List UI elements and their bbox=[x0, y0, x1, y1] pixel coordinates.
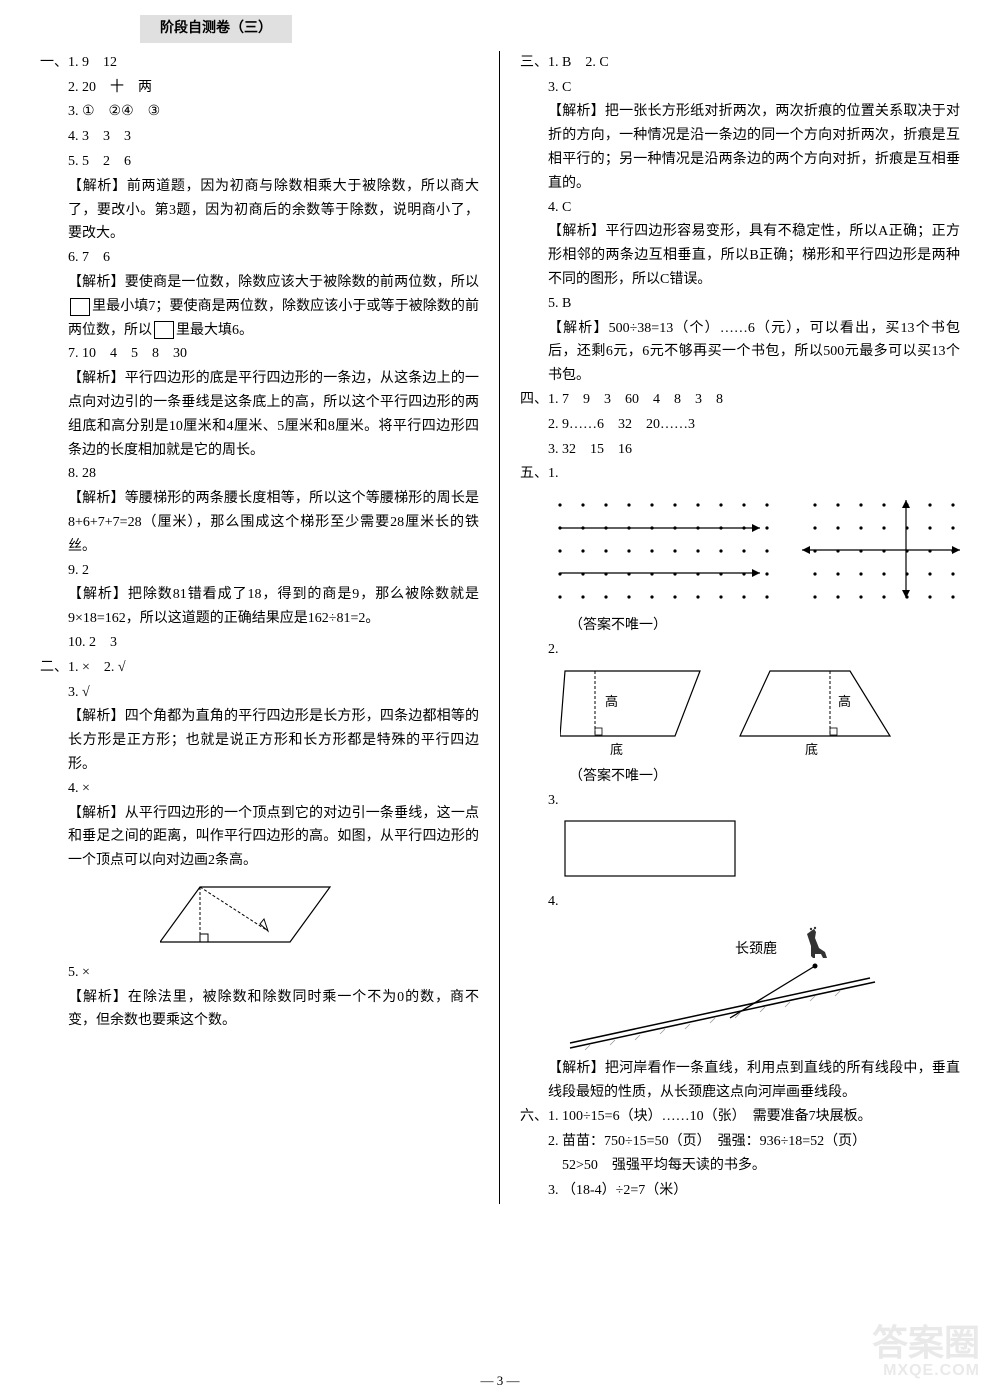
river-svg: 长颈鹿 bbox=[560, 918, 920, 1053]
section-1-q4: 4. 3 3 3 bbox=[40, 125, 479, 149]
text: 里最小填7；要使商是两位数，除数应该小于或等于被除数的前两位数，所以 bbox=[68, 299, 479, 338]
section-4-prefix: 四、 bbox=[520, 392, 548, 407]
section-4-q1: 四、1. 7 9 3 60 4 8 3 8 bbox=[520, 388, 960, 412]
section-1-q10: 10. 2 3 bbox=[40, 631, 479, 655]
text: 1. 7 9 3 60 4 8 3 8 bbox=[548, 392, 723, 407]
section-3-prefix: 三、 bbox=[520, 55, 548, 70]
section-3-a5: 【解析】500÷38=13（个）……6（元），可以看出，买13个书包后，还剩6元… bbox=[520, 317, 960, 388]
section-1-q6: 6. 7 6 bbox=[40, 246, 479, 270]
height-label: 高 bbox=[605, 694, 618, 709]
section-2-q5: 5. × bbox=[40, 961, 479, 985]
text: 1. B 2. C bbox=[548, 55, 609, 70]
section-2-prefix: 二、 bbox=[40, 660, 68, 675]
blank-box-icon bbox=[154, 321, 174, 339]
text: 1. bbox=[548, 466, 559, 481]
section-5-a4: 【解析】把河岸看作一条直线，利用点到直线的所有线段中，垂直线段最短的性质，从长颈… bbox=[520, 1057, 960, 1105]
shapes-svg: 高 底 高 底 bbox=[560, 666, 920, 761]
section-3-a4: 【解析】平行四边形容易变形，具有不稳定性，所以A正确；正方形相邻的两条边互相垂直… bbox=[520, 220, 960, 291]
text: 1. × 2. √ bbox=[68, 660, 126, 675]
section-3-a3: 【解析】把一张长方形纸对折两次，两次折痕的位置关系取决于对折的方向，一种情况是沿… bbox=[520, 100, 960, 195]
section-2-q1: 二、1. × 2. √ bbox=[40, 656, 479, 680]
section-5-prefix: 五、 bbox=[520, 466, 548, 481]
section-1-q1: 一、1. 9 12 bbox=[40, 51, 479, 75]
section-5-q4: 4. bbox=[520, 890, 960, 914]
rectangle-svg bbox=[560, 816, 760, 886]
section-1-a5: 【解析】前两道题，因为初商与除数相乘大于被除数，所以商大了，要改小。第3题，因为… bbox=[40, 175, 479, 246]
page-title: 阶段自测卷（三） bbox=[140, 15, 292, 43]
section-5-note1: （答案不唯一） bbox=[520, 614, 960, 638]
dot-grid-diagram bbox=[520, 490, 960, 610]
text: 1. 100÷15=6（块）……10（张） 需要准备7块展板。 bbox=[548, 1109, 872, 1124]
section-2-q4: 4. × bbox=[40, 777, 479, 801]
content-columns: 一、1. 9 12 2. 20 十 两 3. ① ②④ ③ 4. 3 3 3 5… bbox=[30, 51, 970, 1204]
section-2-a3: 【解析】四个角都为直角的平行四边形是长方形，四条边都相等的长方形是正方形；也就是… bbox=[40, 705, 479, 776]
section-2-q3: 3. √ bbox=[40, 681, 479, 705]
section-2-a4: 【解析】从平行四边形的一个顶点到它的对边引一条垂线，这一点和垂足之间的距离，叫作… bbox=[40, 802, 479, 873]
text: 1. 9 12 bbox=[68, 55, 117, 70]
height-label-2: 高 bbox=[838, 694, 851, 709]
section-3-q4: 4. C bbox=[520, 196, 960, 220]
giraffe-label: 长颈鹿 bbox=[735, 940, 777, 957]
section-1-q7: 7. 10 4 5 8 30 bbox=[40, 342, 479, 366]
section-1-q2: 2. 20 十 两 bbox=[40, 76, 479, 100]
watermark-bottom: MXQE.COM bbox=[872, 1362, 980, 1380]
section-1-q8: 8. 28 bbox=[40, 462, 479, 486]
section-1-prefix: 一、 bbox=[40, 55, 68, 70]
section-6-q1: 六、1. 100÷15=6（块）……10（张） 需要准备7块展板。 bbox=[520, 1105, 960, 1129]
section-1-a7: 【解析】平行四边形的底是平行四边形的一条边，从这条边上的一点向对边引的一条垂线是… bbox=[40, 367, 479, 462]
watermark-top: 答案圈 bbox=[872, 1323, 980, 1363]
section-3-q1: 三、1. B 2. C bbox=[520, 51, 960, 75]
section-4-q3: 3. 32 15 16 bbox=[520, 438, 960, 462]
blank-box-icon bbox=[70, 298, 90, 316]
text: 里最大填6。 bbox=[176, 323, 253, 338]
section-6-q2: 2. 苗苗：750÷15=50（页） 强强：936÷18=52（页） bbox=[520, 1130, 960, 1154]
section-6-prefix: 六、 bbox=[520, 1109, 548, 1124]
section-1-q3: 3. ① ②④ ③ bbox=[40, 100, 479, 124]
left-column: 一、1. 9 12 2. 20 十 两 3. ① ②④ ③ 4. 3 3 3 5… bbox=[30, 51, 500, 1204]
section-1-a6: 【解析】要使商是一位数，除数应该大于被除数的前两位数，所以里最小填7；要使商是两… bbox=[40, 271, 479, 342]
section-5-q3: 3. bbox=[520, 789, 960, 813]
parallelogram-svg bbox=[160, 877, 340, 957]
watermark: 答案圈 MXQE.COM bbox=[872, 1323, 980, 1380]
section-6-q3: 3. （18-4）÷2=7（米） bbox=[520, 1179, 960, 1203]
section-6-q2b: 52>50 强强平均每天读的书多。 bbox=[520, 1154, 960, 1178]
shapes-diagram: 高 底 高 底 bbox=[520, 666, 960, 761]
section-2-a5: 【解析】在除法里，被除数和除数同时乘一个不为0的数，商不变，但余数也要乘这个数。 bbox=[40, 986, 479, 1034]
dot-grid-svg bbox=[550, 490, 970, 610]
section-4-q2: 2. 9……6 32 20……3 bbox=[520, 413, 960, 437]
base-label-2: 底 bbox=[805, 742, 818, 757]
section-1-q9: 9. 2 bbox=[40, 559, 479, 583]
giraffe-icon bbox=[807, 927, 827, 958]
right-column: 三、1. B 2. C 3. C 【解析】把一张长方形纸对折两次，两次折痕的位置… bbox=[500, 51, 970, 1204]
river-diagram: 长颈鹿 bbox=[520, 918, 960, 1053]
section-3-q3: 3. C bbox=[520, 76, 960, 100]
rectangle-diagram bbox=[520, 816, 960, 886]
section-1-q5: 5. 5 2 6 bbox=[40, 150, 479, 174]
page-number: — 3 — bbox=[0, 1370, 1000, 1392]
base-label: 底 bbox=[610, 742, 623, 757]
section-1-a9: 【解析】把除数81错看成了18，得到的商是9，那么被除数就是9×18=162，所… bbox=[40, 583, 479, 631]
section-1-a8: 【解析】等腰梯形的两条腰长度相等，所以这个等腰梯形的周长是8+6+7+7=28（… bbox=[40, 487, 479, 558]
section-5-q2: 2. bbox=[520, 638, 960, 662]
section-5-note2: （答案不唯一） bbox=[520, 765, 960, 789]
section-5-q1: 五、1. bbox=[520, 462, 960, 486]
section-3-q5: 5. B bbox=[520, 292, 960, 316]
parallelogram-diagram bbox=[40, 877, 479, 957]
text: 【解析】要使商是一位数，除数应该大于被除数的前两位数，所以 bbox=[68, 275, 479, 290]
